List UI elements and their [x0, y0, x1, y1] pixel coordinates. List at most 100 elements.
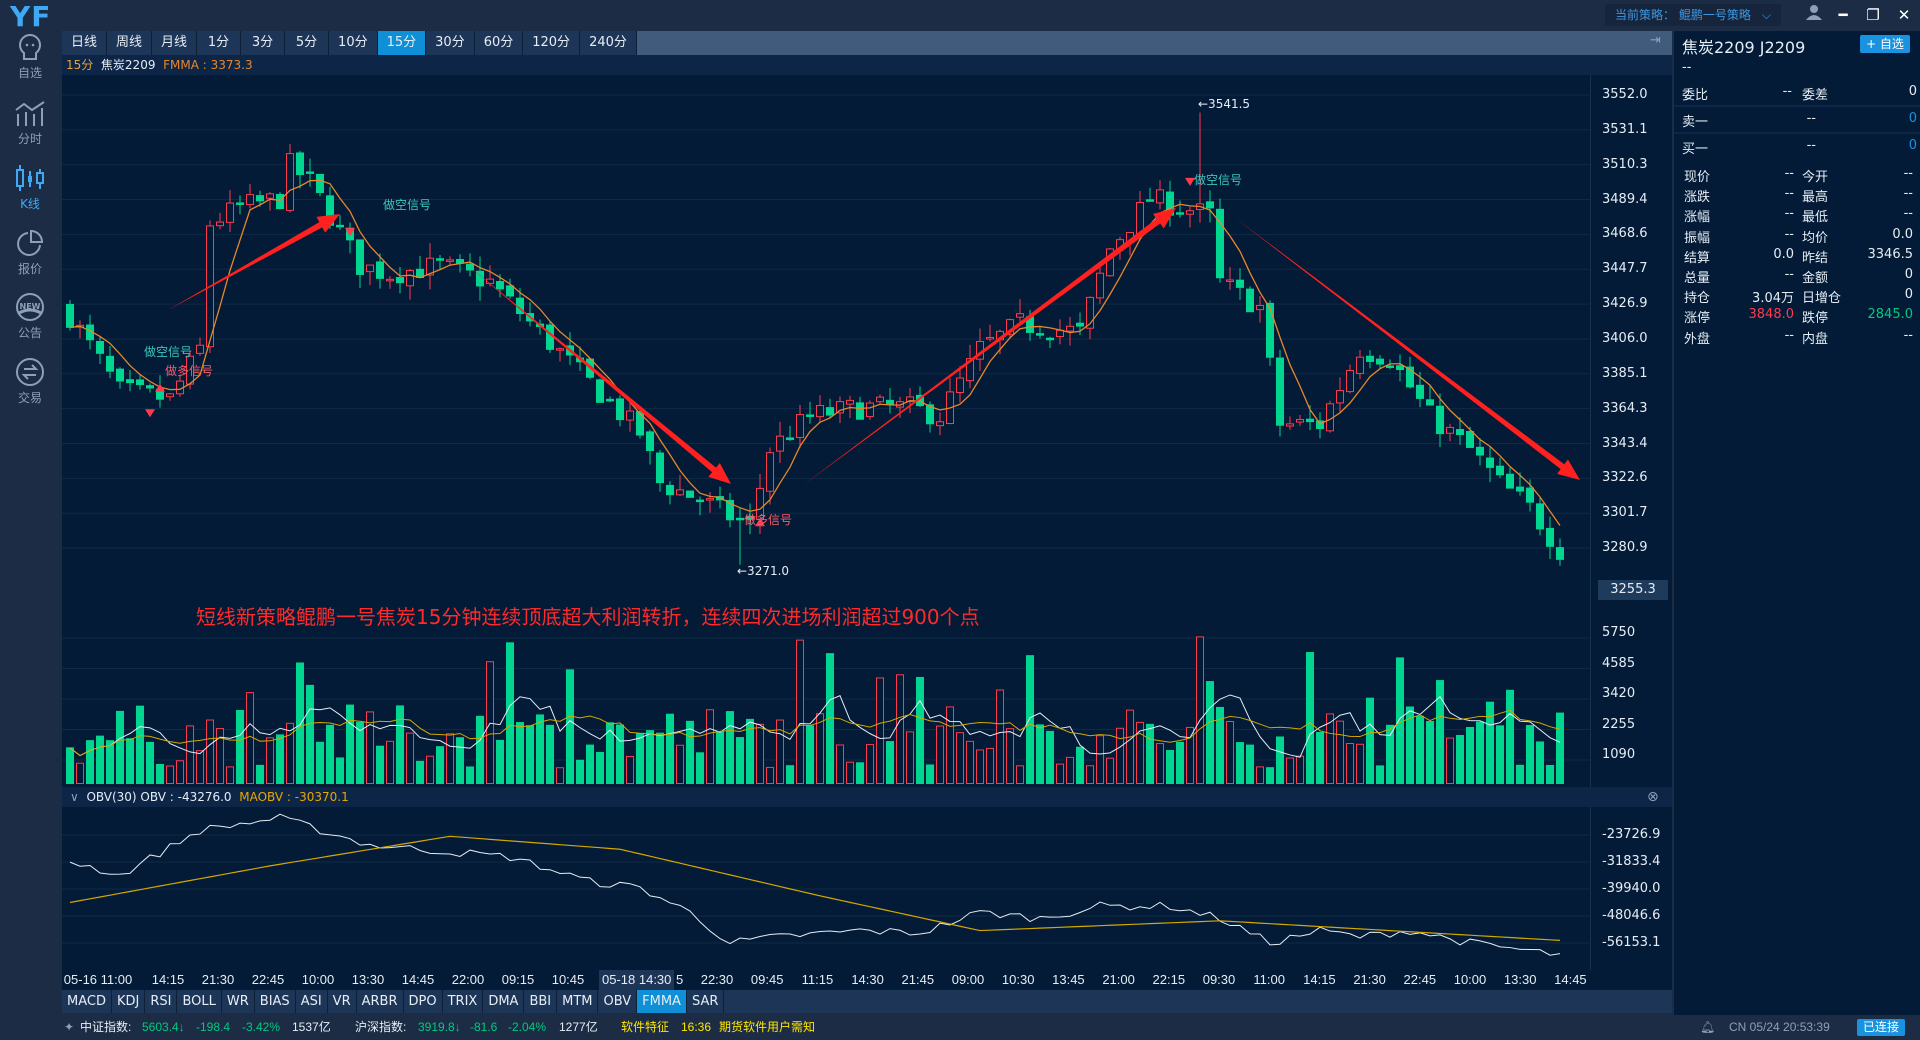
volume-bar — [616, 724, 624, 784]
tab-indicator[interactable]: RSI — [145, 990, 178, 1013]
price-tick: 3447.7 — [1602, 261, 1648, 277]
obv-chart[interactable] — [62, 808, 1590, 970]
news-item[interactable]: 期货软件用户需知 — [719, 1020, 816, 1034]
candle — [1536, 497, 1544, 536]
tab-indicator[interactable]: BBI — [524, 990, 558, 1013]
volume-bar — [1066, 756, 1074, 785]
tab-indicator[interactable]: BOLL — [177, 990, 222, 1013]
price-tick: 3531.1 — [1602, 121, 1648, 137]
tab-indicator[interactable]: MACD — [62, 990, 112, 1013]
candle — [696, 496, 704, 516]
tab-period[interactable]: 10分 — [329, 31, 378, 55]
volume-bar — [316, 741, 324, 784]
candle — [1236, 268, 1244, 300]
chevron-down-icon[interactable]: ∨ — [70, 790, 79, 804]
pin-icon[interactable]: ✦ — [64, 1020, 75, 1034]
sidebar-item-quote[interactable]: 报价 — [0, 228, 60, 277]
volume-bar — [166, 765, 174, 784]
volume-bar — [1276, 736, 1284, 785]
tab-period[interactable]: 1分 — [197, 31, 242, 55]
volume-bar — [1226, 720, 1234, 784]
collapse-panel-icon[interactable]: ⇥ — [1650, 33, 1661, 48]
sidebar-item-timeshare[interactable]: 分时 — [0, 98, 60, 147]
restore-button[interactable]: ❐ — [1866, 6, 1880, 24]
add-watchlist-button[interactable]: + 自选 — [1860, 35, 1910, 53]
strategy-value: 鲲鹏一号策略 — [1678, 8, 1751, 22]
volume-bar — [496, 739, 504, 784]
volume-bar — [76, 762, 84, 785]
bell-icon[interactable]: 🔔︎ — [1700, 1020, 1716, 1034]
tab-period[interactable]: 60分 — [474, 31, 524, 55]
sidebar-label: 报价 — [17, 262, 42, 276]
chart-area[interactable] — [62, 75, 1672, 1010]
short-signal-label: 做空信号 — [1194, 173, 1243, 187]
time-tick: 14:15 — [1303, 972, 1336, 987]
sidebar-item-kline[interactable]: K线 — [0, 163, 60, 212]
tab-indicator[interactable]: OBV — [598, 990, 638, 1013]
tab-indicator[interactable]: ARBR — [357, 990, 404, 1013]
sidebar-item-notice[interactable]: NEW 公告 — [0, 292, 60, 341]
tab-period[interactable]: 月线 — [152, 31, 198, 55]
tab-indicator[interactable]: DMA — [483, 990, 525, 1013]
user-icon[interactable] — [1803, 4, 1825, 26]
tab-period[interactable]: 240分 — [580, 31, 637, 55]
volume-bar — [136, 705, 144, 784]
news-item[interactable]: 软件特征 — [621, 1020, 670, 1034]
candle — [316, 173, 324, 197]
candle — [1206, 190, 1214, 223]
time-tick: 13:30 — [1503, 972, 1537, 987]
quote-row-sell1: 卖一 -- 0 — [1674, 111, 1920, 131]
time-tick: 05-16 11:00 — [63, 972, 133, 987]
tab-indicator[interactable]: DPO — [404, 990, 443, 1013]
label: 外盘 — [1684, 331, 1711, 347]
tab-indicator[interactable]: KDJ — [112, 990, 146, 1013]
tab-indicator[interactable]: BIAS — [255, 990, 296, 1013]
tab-indicator[interactable]: WR — [222, 990, 255, 1013]
value: 3848.0 — [1748, 307, 1795, 323]
tab-period[interactable]: 5分 — [285, 31, 330, 55]
tab-indicator[interactable]: ASI — [296, 990, 328, 1013]
price-chart[interactable] — [62, 75, 1590, 590]
tab-indicator[interactable]: VR — [328, 990, 357, 1013]
volume-bar — [456, 737, 464, 785]
volume-bar — [686, 720, 694, 785]
tab-period[interactable]: 30分 — [426, 31, 475, 55]
volume-bar — [1516, 764, 1524, 785]
svg-text:NEW: NEW — [20, 302, 41, 311]
sidebar-label: 公告 — [17, 326, 42, 340]
tab-indicator[interactable]: TRIX — [443, 990, 484, 1013]
quote-row: 外盘 -- 内盘 -- — [1674, 328, 1920, 348]
sidebar-item-trade[interactable]: 交易 — [0, 357, 60, 406]
candle — [616, 395, 624, 427]
candle — [876, 394, 884, 404]
tab-period[interactable]: 120分 — [523, 31, 581, 55]
tab-indicator[interactable]: SAR — [687, 990, 725, 1013]
tab-period[interactable]: 15分 — [377, 31, 427, 55]
volume-bar — [786, 765, 794, 784]
index2-value: 3919.8↓ — [418, 1020, 461, 1034]
volume-bar — [1236, 742, 1244, 784]
close-indicator-icon[interactable]: ⊗ — [1647, 789, 1659, 805]
close-button[interactable]: ✕ — [1897, 6, 1911, 24]
volume-chart[interactable] — [62, 595, 1590, 785]
price-tick: 3468.6 — [1602, 226, 1648, 242]
volume-bar — [356, 721, 364, 785]
sidebar-item-watchlist[interactable]: 自选 — [0, 32, 60, 81]
volume-bar — [1476, 721, 1484, 784]
volume-bar — [1256, 766, 1264, 785]
tab-period[interactable]: 3分 — [241, 31, 286, 55]
tab-indicator[interactable]: MTM — [557, 990, 599, 1013]
tab-period[interactable]: 周线 — [107, 31, 153, 55]
candle — [636, 410, 644, 439]
minimize-button[interactable]: ━ — [1838, 6, 1848, 24]
tab-period[interactable]: 日线 — [62, 31, 108, 55]
volume-bar — [1526, 724, 1534, 785]
volume-bar — [1206, 681, 1214, 784]
tab-indicator[interactable]: FMMA — [637, 990, 687, 1013]
volume-tick: 5750 — [1602, 625, 1636, 640]
strategy-selector[interactable]: 当前策略： 鲲鹏一号策略 ⌵ — [1605, 4, 1781, 26]
candle — [656, 449, 664, 492]
obv-tick: -56153.1 — [1602, 935, 1661, 950]
volume-bar — [1266, 767, 1274, 784]
